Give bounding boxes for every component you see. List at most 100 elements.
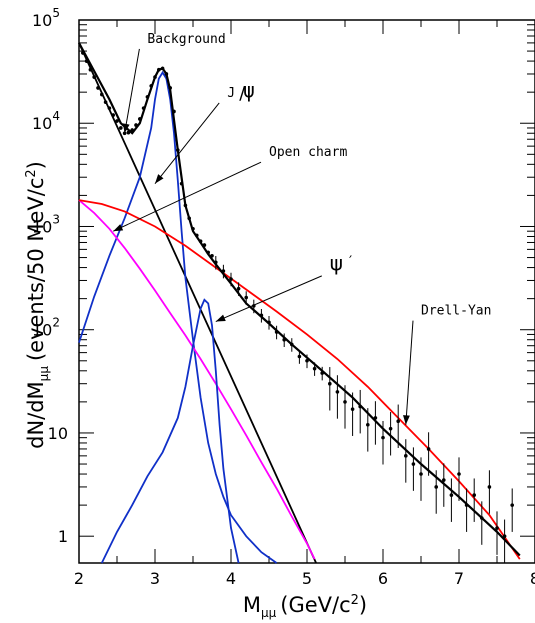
- data-point: [404, 454, 408, 458]
- annotation-arrow: [215, 275, 322, 323]
- x-tick-label: 2: [74, 569, 84, 588]
- data-point: [426, 447, 431, 451]
- annotation-drell-yan: Drell-Yan: [421, 304, 491, 319]
- data-point: [305, 358, 309, 363]
- annotation-arrowhead: [215, 314, 226, 322]
- y-tick-label: 104: [32, 109, 60, 133]
- data-point: [172, 109, 176, 114]
- data-point: [202, 243, 207, 247]
- annotation-arrow: [405, 320, 414, 425]
- x-tick-label: 8: [530, 569, 535, 588]
- data-point: [472, 493, 477, 497]
- data-point: [191, 226, 195, 231]
- data-point: [480, 516, 484, 520]
- annotation-: ψ ′: [330, 251, 352, 275]
- data-point: [187, 216, 191, 221]
- data-point: [282, 337, 287, 342]
- data-point: [290, 342, 294, 347]
- data-point: [388, 426, 393, 431]
- data-point: [134, 123, 138, 127]
- data-point: [88, 67, 93, 72]
- annotation-background: Background: [147, 32, 225, 47]
- y-axis-label: dN/dMμμ(events/50 MeV/c2): [24, 161, 51, 449]
- data-point: [487, 485, 492, 489]
- data-point: [130, 128, 134, 132]
- annotation-slash: /: [239, 83, 246, 104]
- annotation-arrow: [124, 48, 140, 134]
- data-point: [100, 92, 104, 97]
- data-point: [107, 106, 112, 110]
- data-point: [179, 181, 184, 186]
- data-point: [274, 330, 279, 334]
- series-line-background: [78, 42, 317, 564]
- annotation-open-charm: Open charm: [269, 145, 347, 160]
- data-point: [312, 366, 317, 371]
- data-point: [145, 95, 150, 99]
- data-point: [366, 422, 370, 427]
- data-point: [259, 313, 264, 318]
- y-tick-label: 10: [48, 424, 68, 443]
- data-point: [198, 239, 203, 244]
- data-point: [419, 472, 423, 476]
- annotation-j: J ψ: [227, 78, 255, 102]
- annotations-layer: Background J ψ/ Open charm ψ ′ Drell-Yan: [112, 32, 491, 425]
- x-tick-label: 7: [454, 569, 464, 588]
- x-tick-label: 6: [378, 569, 388, 588]
- data-point: [81, 51, 85, 55]
- data-point: [502, 534, 507, 538]
- data-point: [195, 233, 199, 238]
- data-point: [381, 435, 385, 440]
- annotation-arrowhead: [113, 224, 124, 232]
- y-tick-label: 102: [32, 316, 60, 340]
- data-point: [267, 320, 271, 325]
- data-point: [119, 126, 123, 130]
- data-point: [221, 269, 226, 273]
- annotation-arrow: [112, 161, 262, 232]
- data-point: [335, 390, 340, 394]
- data-point: [442, 478, 446, 482]
- data-points-layer: [81, 51, 514, 563]
- data-point: [343, 400, 347, 404]
- data-point: [160, 66, 165, 71]
- data-point: [449, 493, 454, 497]
- data-point: [396, 419, 401, 423]
- annotation-arrow: [154, 102, 220, 184]
- data-point: [464, 503, 469, 507]
- data-point: [434, 485, 439, 489]
- data-point: [164, 72, 169, 76]
- y-tick-label: 103: [32, 212, 60, 236]
- data-point: [149, 84, 153, 88]
- data-point: [141, 106, 146, 110]
- series-line-: [100, 298, 240, 564]
- data-point: [350, 407, 355, 411]
- data-point: [510, 503, 514, 507]
- data-point: [358, 404, 363, 409]
- annotation-arrowhead: [122, 123, 130, 134]
- data-point: [183, 203, 188, 208]
- data-point: [115, 119, 119, 123]
- x-tick-label: 4: [226, 569, 236, 588]
- data-point: [411, 462, 416, 466]
- x-axis-label: Mμμ (GeV/c2): [243, 593, 367, 620]
- data-point: [210, 253, 214, 258]
- annotation-arrowhead: [403, 415, 410, 425]
- data-point: [236, 286, 241, 291]
- y-tick-label: 1: [58, 527, 68, 546]
- data-point: [111, 113, 115, 117]
- data-point: [206, 250, 210, 255]
- data-point: [84, 59, 89, 63]
- data-point: [373, 416, 378, 420]
- data-point: [168, 86, 172, 90]
- data-point: [122, 131, 127, 136]
- data-point: [214, 260, 218, 265]
- data-point: [153, 75, 157, 79]
- data-point: [495, 526, 499, 530]
- axis-ticks: 2 3 4 5 6 7 8 1 10 102 103 104 105: [32, 6, 535, 588]
- data-point: [103, 100, 108, 104]
- data-point: [457, 472, 461, 476]
- x-tick-label: 3: [150, 569, 160, 588]
- data-point: [157, 67, 161, 72]
- data-point: [138, 117, 142, 121]
- y-tick-label: 105: [32, 6, 60, 30]
